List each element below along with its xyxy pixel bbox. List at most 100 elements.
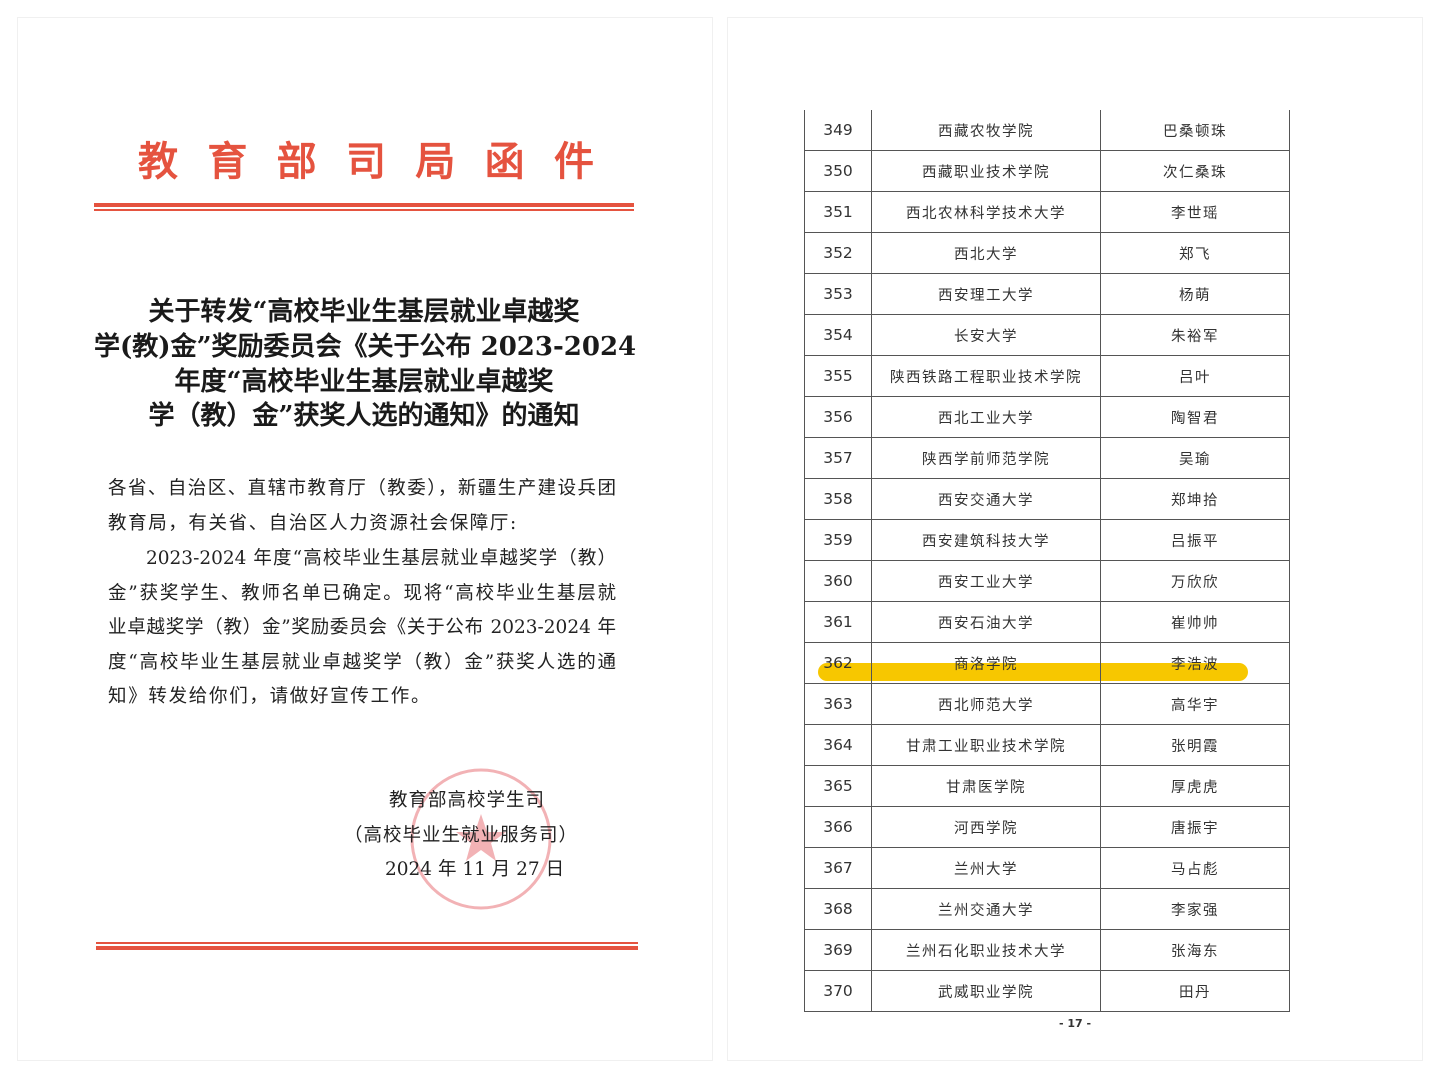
recipient-name: 朱裕军 [1100,314,1290,356]
recipient-name: 唐振宇 [1100,806,1290,848]
recipient-name: 杨萌 [1100,273,1290,315]
recipient-name: 李浩波 [1100,642,1290,684]
recipient-name: 高华宇 [1100,683,1290,725]
row-number: 355 [804,355,872,397]
school-name: 西安工业大学 [871,560,1101,602]
row-number: 364 [804,724,872,766]
award-table: 349 西藏农牧学院 巴桑顿珠 350 西藏职业技术学院 次仁桑珠 351 西北农林科学技术大… [804,110,1290,1012]
school-name: 武威职业学院 [871,970,1101,1012]
letterhead-char: 育 [207,138,248,185]
school-name: 西安交通大学 [871,478,1101,520]
recipient-name: 巴桑顿珠 [1100,110,1290,151]
table-row: 368 兰州交通大学 李家强 [804,888,1290,930]
body-line: 金”获奖学生、教师名单已确定。现将“高校毕业生基层就 [108,583,616,604]
recipient-name: 吴瑜 [1100,437,1290,479]
school-name: 兰州交通大学 [871,888,1101,930]
school-name: 甘肃工业职业技术学院 [871,724,1101,766]
school-name: 西北大学 [871,232,1101,274]
recipient-name: 次仁桑珠 [1100,150,1290,192]
school-name: 西北农林科学技术大学 [871,191,1101,233]
school-name: 西藏农牧学院 [871,110,1101,151]
letterhead: 教 育 部 司 局 函 件 [138,136,594,188]
table-row-highlighted: 362 商洛学院 李浩波 [804,642,1290,684]
doc-title-line: 关于转发“高校毕业生基层就业卓越奖 [148,297,580,327]
recipient-name: 田丹 [1100,970,1290,1012]
row-number: 354 [804,314,872,356]
table-row: 369 兰州石化职业技术大学 张海东 [804,929,1290,971]
school-name: 兰州石化职业技术大学 [871,929,1101,971]
letterhead-char: 部 [276,138,317,185]
row-number: 353 [804,273,872,315]
recipient-name: 李家强 [1100,888,1290,930]
recipient-name: 崔帅帅 [1100,601,1290,643]
table-row: 350 西藏职业技术学院 次仁桑珠 [804,150,1290,192]
school-name: 商洛学院 [871,642,1101,684]
body-line: 教育局，有关省、自治区人力资源社会保障厅: [108,513,518,534]
row-number: 351 [804,191,872,233]
school-name: 西安石油大学 [871,601,1101,643]
table-row: 356 西北工业大学 陶智君 [804,396,1290,438]
notice-page: 教 育 部 司 局 函 件 关于转发“高校毕业生基层就业卓越奖 学(教)金”奖励… [18,18,712,1060]
row-number: 357 [804,437,872,479]
table-row: 366 河西学院 唐振宇 [804,806,1290,848]
award-list-page: 349 西藏农牧学院 巴桑顿珠 350 西藏职业技术学院 次仁桑珠 351 西北农林科学技术大… [728,18,1422,1060]
row-number: 352 [804,232,872,274]
footer-divider-thin [96,942,638,944]
school-name: 兰州大学 [871,847,1101,889]
row-number: 367 [804,847,872,889]
row-number: 350 [804,150,872,192]
table-row: 367 兰州大学 马占彪 [804,847,1290,889]
row-number: 368 [804,888,872,930]
official-seal-icon [410,768,552,910]
body-line: 2023-2024 年度“高校毕业生基层就业卓越奖学（教） [146,548,616,569]
table-row: 360 西安工业大学 万欣欣 [804,560,1290,602]
school-name: 长安大学 [871,314,1101,356]
recipient-name: 万欣欣 [1100,560,1290,602]
row-number: 369 [804,929,872,971]
row-number: 363 [804,683,872,725]
signature-date: 2024 年 11 月 27 日 [385,859,565,880]
table-row: 357 陕西学前师范学院 吴瑜 [804,437,1290,479]
doc-title-line: 学（教）金”获奖人选的通知》的通知 [148,401,580,431]
table-row: 363 西北师范大学 高华宇 [804,683,1290,725]
letterhead-char: 局 [415,138,456,185]
row-number: 362 [804,642,872,684]
signature-org: 教育部高校学生司 [389,790,546,811]
recipient-name: 吕叶 [1100,355,1290,397]
recipient-name: 马占彪 [1100,847,1290,889]
letterhead-char: 函 [484,138,525,185]
row-number: 365 [804,765,872,807]
table-row: 370 武威职业学院 田丹 [804,970,1290,1012]
recipient-name: 李世瑶 [1100,191,1290,233]
recipient-name: 厚虎虎 [1100,765,1290,807]
recipient-name: 吕振平 [1100,519,1290,561]
table-row: 361 西安石油大学 崔帅帅 [804,601,1290,643]
row-number: 360 [804,560,872,602]
school-name: 西安建筑科技大学 [871,519,1101,561]
school-name: 西安理工大学 [871,273,1101,315]
school-name: 陕西学前师范学院 [871,437,1101,479]
row-number: 349 [804,110,872,151]
header-divider-thin [94,209,634,211]
school-name: 西北师范大学 [871,683,1101,725]
school-name: 陕西铁路工程职业技术学院 [871,355,1101,397]
body-line: 知》转发给你们，请做好宣传工作。 [108,686,432,707]
row-number: 356 [804,396,872,438]
doc-title-line: 年度“高校毕业生基层就业卓越奖 [174,367,554,397]
table-row: 352 西北大学 郑飞 [804,232,1290,274]
school-name: 甘肃医学院 [871,765,1101,807]
recipient-name: 张明霞 [1100,724,1290,766]
body-line: 业卓越奖学（教）金”奖励委员会《关于公布 2023-2024 年 [108,617,616,638]
doc-title-line: 学(教)金”奖励委员会《关于公布 2023-2024 [94,332,637,362]
letterhead-char: 件 [553,138,594,185]
row-number: 361 [804,601,872,643]
table-row: 364 甘肃工业职业技术学院 张明霞 [804,724,1290,766]
table-row: 351 西北农林科学技术大学 李世瑶 [804,191,1290,233]
recipient-name: 郑飞 [1100,232,1290,274]
table-row: 354 长安大学 朱裕军 [804,314,1290,356]
table-row: 358 西安交通大学 郑坤拾 [804,478,1290,520]
letterhead-char: 教 [138,138,178,185]
footer-divider [96,946,638,950]
row-number: 358 [804,478,872,520]
header-divider [94,203,634,207]
